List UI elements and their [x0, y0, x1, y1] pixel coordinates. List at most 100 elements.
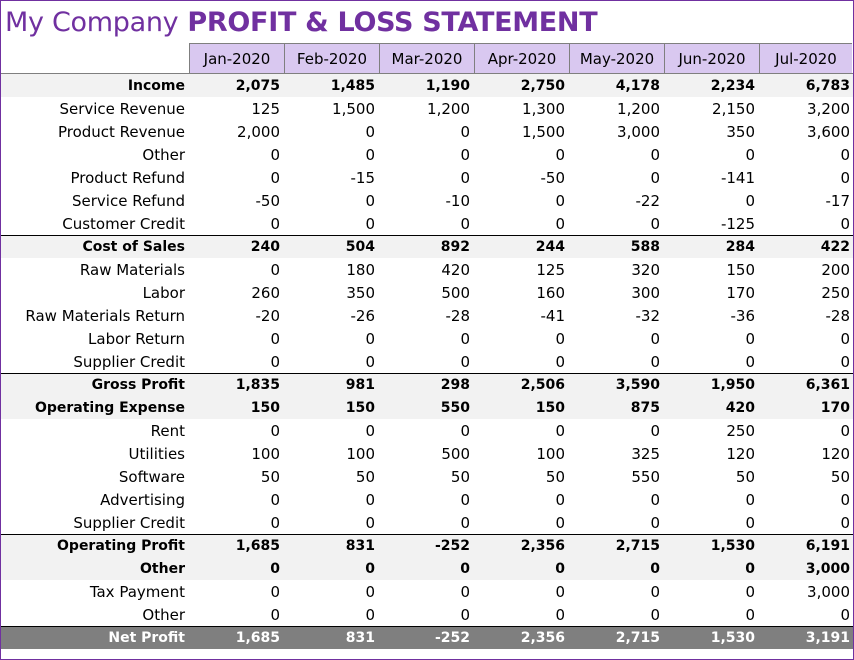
value-cell[interactable]: 0	[650, 214, 660, 233]
value-cell[interactable]: 2,075	[235, 77, 280, 94]
value-cell[interactable]: 0	[365, 329, 375, 348]
value-cell[interactable]: 0	[365, 191, 375, 210]
value-cell[interactable]: 0	[365, 145, 375, 164]
value-cell[interactable]: 0	[460, 605, 470, 624]
value-cell[interactable]: 120	[726, 444, 755, 463]
value-cell[interactable]: 0	[460, 122, 470, 141]
row-label-cell[interactable]: Net Profit	[108, 630, 185, 646]
value-cell[interactable]: 0	[270, 145, 280, 164]
value-cell[interactable]: -26	[350, 306, 376, 325]
value-cell[interactable]: 0	[555, 214, 565, 233]
value-cell[interactable]: 0	[840, 214, 850, 233]
value-cell[interactable]: 422	[820, 239, 850, 255]
value-cell[interactable]: 588	[630, 239, 660, 255]
value-cell[interactable]: 0	[270, 329, 280, 348]
value-cell[interactable]: 1,200	[427, 99, 470, 118]
value-cell[interactable]: 0	[745, 191, 755, 210]
value-cell[interactable]: 1,485	[330, 77, 375, 94]
value-cell[interactable]: 1,835	[235, 377, 280, 393]
value-cell[interactable]: 100	[251, 444, 280, 463]
value-cell[interactable]: -41	[540, 306, 566, 325]
value-cell[interactable]: -15	[350, 168, 376, 187]
value-cell[interactable]: -50	[255, 191, 281, 210]
value-cell[interactable]: 0	[365, 421, 375, 440]
value-cell[interactable]: 875	[630, 399, 660, 416]
value-cell[interactable]: 0	[460, 490, 470, 509]
value-cell[interactable]: -10	[445, 191, 471, 210]
value-cell[interactable]: 298	[440, 377, 470, 393]
value-cell[interactable]: -125	[720, 214, 755, 233]
value-cell[interactable]: 0	[650, 352, 660, 371]
row-label-cell[interactable]: Software	[118, 467, 185, 486]
value-cell[interactable]: -36	[730, 306, 756, 325]
value-cell[interactable]: 350	[346, 283, 375, 302]
value-cell[interactable]: 0	[650, 168, 660, 187]
month-header[interactable]: Jan-2020	[189, 43, 284, 73]
value-cell[interactable]: 0	[840, 145, 850, 164]
value-cell[interactable]: 125	[251, 99, 280, 118]
value-cell[interactable]: 170	[820, 399, 850, 416]
value-cell[interactable]: 50	[450, 467, 470, 486]
value-cell[interactable]: 6,361	[805, 377, 850, 393]
value-cell[interactable]: -17	[825, 191, 851, 210]
value-cell[interactable]: 0	[555, 490, 565, 509]
value-cell[interactable]: -28	[825, 306, 851, 325]
row-label-cell[interactable]: Utilities	[128, 444, 185, 463]
value-cell[interactable]: 504	[345, 239, 375, 255]
month-header[interactable]: Mar-2020	[379, 43, 474, 73]
value-cell[interactable]: 0	[840, 605, 850, 624]
value-cell[interactable]: 260	[251, 283, 280, 302]
value-cell[interactable]: 0	[650, 605, 660, 624]
value-cell[interactable]: 100	[346, 444, 375, 463]
row-label-cell[interactable]: Cost of Sales	[82, 239, 185, 255]
value-cell[interactable]: 250	[726, 421, 755, 440]
value-cell[interactable]: 0	[270, 260, 280, 279]
row-label-cell[interactable]: Supplier Credit	[73, 352, 185, 371]
value-cell[interactable]: 0	[650, 560, 660, 577]
value-cell[interactable]: 50	[260, 467, 280, 486]
value-cell[interactable]: 50	[355, 467, 375, 486]
row-label-cell[interactable]: Tax Payment	[89, 582, 185, 601]
value-cell[interactable]: 500	[441, 444, 470, 463]
month-header[interactable]: Jun-2020	[664, 43, 759, 73]
value-cell[interactable]: 0	[555, 582, 565, 601]
value-cell[interactable]: 0	[555, 560, 565, 577]
month-header[interactable]: May-2020	[569, 43, 664, 73]
value-cell[interactable]: 160	[536, 283, 565, 302]
value-cell[interactable]: 3,590	[615, 377, 660, 393]
value-cell[interactable]: 0	[365, 513, 375, 532]
value-cell[interactable]: 0	[460, 214, 470, 233]
value-cell[interactable]: 500	[441, 283, 470, 302]
row-label-cell[interactable]: Raw Materials Return	[25, 306, 185, 325]
value-cell[interactable]: 3,600	[807, 122, 850, 141]
value-cell[interactable]: 0	[745, 329, 755, 348]
row-label-cell[interactable]: Customer Credit	[62, 214, 185, 233]
value-cell[interactable]: 1,530	[710, 630, 755, 646]
value-cell[interactable]: 240	[250, 239, 280, 255]
row-label-cell[interactable]: Labor Return	[88, 329, 185, 348]
value-cell[interactable]: 1,530	[710, 538, 755, 554]
value-cell[interactable]: 0	[555, 352, 565, 371]
value-cell[interactable]: 150	[345, 399, 375, 416]
value-cell[interactable]: 50	[735, 467, 755, 486]
value-cell[interactable]: 2,234	[710, 77, 755, 94]
value-cell[interactable]: 0	[460, 329, 470, 348]
value-cell[interactable]: 0	[270, 214, 280, 233]
value-cell[interactable]: 3,191	[805, 630, 850, 646]
value-cell[interactable]: 320	[631, 260, 660, 279]
value-cell[interactable]: 1,685	[235, 630, 280, 646]
value-cell[interactable]: 1,685	[235, 538, 280, 554]
value-cell[interactable]: 50	[545, 467, 565, 486]
value-cell[interactable]: 1,950	[710, 377, 755, 393]
value-cell[interactable]: 100	[536, 444, 565, 463]
value-cell[interactable]: 2,715	[615, 630, 660, 646]
value-cell[interactable]: 284	[725, 239, 755, 255]
value-cell[interactable]: 2,356	[520, 538, 565, 554]
value-cell[interactable]: 244	[535, 239, 565, 255]
value-cell[interactable]: 6,783	[805, 77, 850, 94]
value-cell[interactable]: 250	[821, 283, 850, 302]
row-label-cell[interactable]: Other	[140, 560, 185, 577]
value-cell[interactable]: 1,300	[522, 99, 565, 118]
row-label-cell[interactable]: Operating Profit	[57, 538, 185, 554]
value-cell[interactable]: 1,200	[617, 99, 660, 118]
